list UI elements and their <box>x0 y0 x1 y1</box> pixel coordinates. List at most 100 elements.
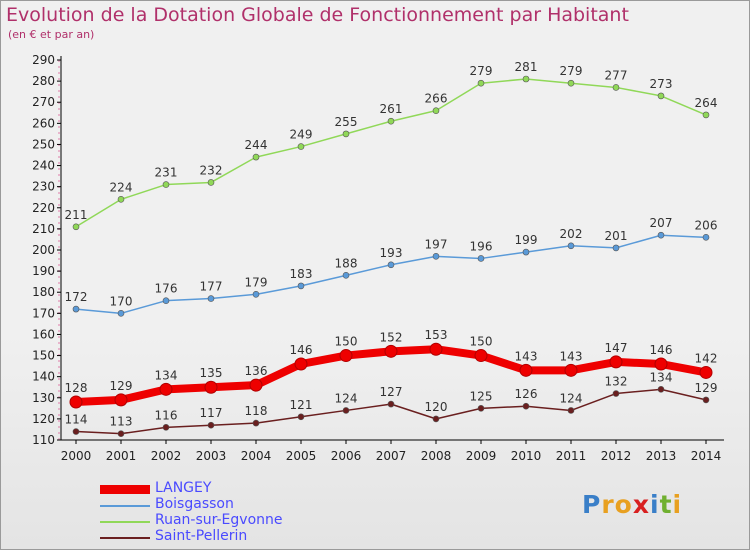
data-label: 134 <box>155 368 178 382</box>
data-label: 176 <box>155 282 178 296</box>
data-label: 206 <box>695 218 718 232</box>
x-tick-label: 2014 <box>691 449 722 463</box>
data-label: 127 <box>380 385 403 399</box>
legend-label: Boisgasson <box>155 496 234 512</box>
y-tick-label: 260 <box>32 116 55 130</box>
data-label: 142 <box>695 351 718 365</box>
y-tick-label: 140 <box>32 370 55 384</box>
data-point <box>387 261 395 269</box>
data-point <box>432 107 440 114</box>
data-point <box>519 363 533 377</box>
data-label: 177 <box>200 280 223 294</box>
y-tick-label: 290 <box>32 53 55 67</box>
data-point <box>207 179 215 186</box>
y-tick-label: 210 <box>32 222 55 236</box>
data-point <box>207 295 215 302</box>
data-point <box>699 365 713 379</box>
data-label: 136 <box>245 364 268 378</box>
data-label: 279 <box>470 64 493 78</box>
data-point <box>702 111 710 119</box>
data-point <box>654 357 668 371</box>
data-point <box>252 153 260 161</box>
data-point <box>297 143 305 150</box>
y-tick-label: 230 <box>32 180 55 194</box>
data-label: 143 <box>560 349 583 363</box>
chart-title: Evolution de la Dotation Globale de Fonc… <box>6 4 629 26</box>
data-point <box>477 255 485 262</box>
data-label: 279 <box>560 64 583 78</box>
data-point <box>204 380 218 394</box>
data-label: 224 <box>110 180 133 194</box>
data-label: 150 <box>470 335 493 349</box>
data-label: 264 <box>695 96 718 110</box>
y-tick-label: 160 <box>32 327 55 341</box>
data-point <box>474 349 488 363</box>
brand-letter: r <box>601 490 615 519</box>
data-point <box>612 390 620 397</box>
data-point <box>702 396 710 404</box>
data-point <box>162 297 170 304</box>
data-label: 244 <box>245 138 268 152</box>
brand-letter: x <box>632 490 650 519</box>
data-point <box>117 310 125 317</box>
data-point <box>72 223 80 231</box>
data-label: 124 <box>335 391 358 405</box>
data-label: 197 <box>425 237 448 251</box>
data-point <box>114 393 128 407</box>
data-point <box>657 92 665 100</box>
data-label: 196 <box>470 239 493 253</box>
series-line-ruan-sur-egvonne <box>75 78 707 228</box>
data-label: 117 <box>200 406 223 420</box>
data-point <box>207 421 215 429</box>
data-label: 146 <box>290 343 313 357</box>
y-tick-label: 250 <box>32 137 55 151</box>
data-label: 132 <box>605 375 628 389</box>
x-tick-label: 2001 <box>106 449 137 463</box>
x-tick-label: 2003 <box>196 449 227 463</box>
y-tick-label: 130 <box>32 391 55 405</box>
data-label: 135 <box>200 366 223 380</box>
data-point <box>432 415 440 423</box>
data-label: 152 <box>380 330 403 344</box>
y-tick-label: 220 <box>32 201 55 215</box>
data-label: 125 <box>470 389 493 403</box>
data-label: 120 <box>425 400 448 414</box>
data-point <box>567 79 575 87</box>
data-point <box>72 428 80 435</box>
y-tick-label: 150 <box>32 349 55 363</box>
data-label: 249 <box>290 128 313 142</box>
data-label: 179 <box>245 275 268 289</box>
data-label: 273 <box>650 77 673 91</box>
data-point <box>384 344 398 358</box>
data-point <box>477 405 485 412</box>
data-label: 232 <box>200 163 223 177</box>
data-point <box>72 305 80 313</box>
brand-letter: i <box>650 490 660 519</box>
brand-letter: P <box>582 490 602 519</box>
legend-label: Ruan-sur-Egvonne <box>155 512 283 528</box>
data-point <box>294 357 308 371</box>
data-label: 199 <box>515 233 538 247</box>
data-label: 118 <box>245 404 268 418</box>
data-point <box>342 407 350 414</box>
x-tick-label: 2013 <box>646 449 677 463</box>
brand-logo: Proxiti <box>582 490 682 519</box>
data-label: 129 <box>695 381 718 395</box>
data-point <box>612 244 620 252</box>
y-tick-label: 180 <box>32 285 55 299</box>
data-point <box>162 181 170 188</box>
data-point <box>564 363 578 377</box>
data-point <box>477 79 485 87</box>
data-point <box>162 424 170 431</box>
data-label: 116 <box>155 408 178 422</box>
data-label: 153 <box>425 328 448 342</box>
data-point <box>567 242 575 250</box>
data-label: 211 <box>65 208 88 222</box>
data-label: 129 <box>110 379 133 393</box>
y-tick-label: 120 <box>32 412 55 426</box>
data-label: 114 <box>65 413 88 427</box>
data-label: 124 <box>560 391 583 405</box>
data-label: 255 <box>335 115 358 129</box>
